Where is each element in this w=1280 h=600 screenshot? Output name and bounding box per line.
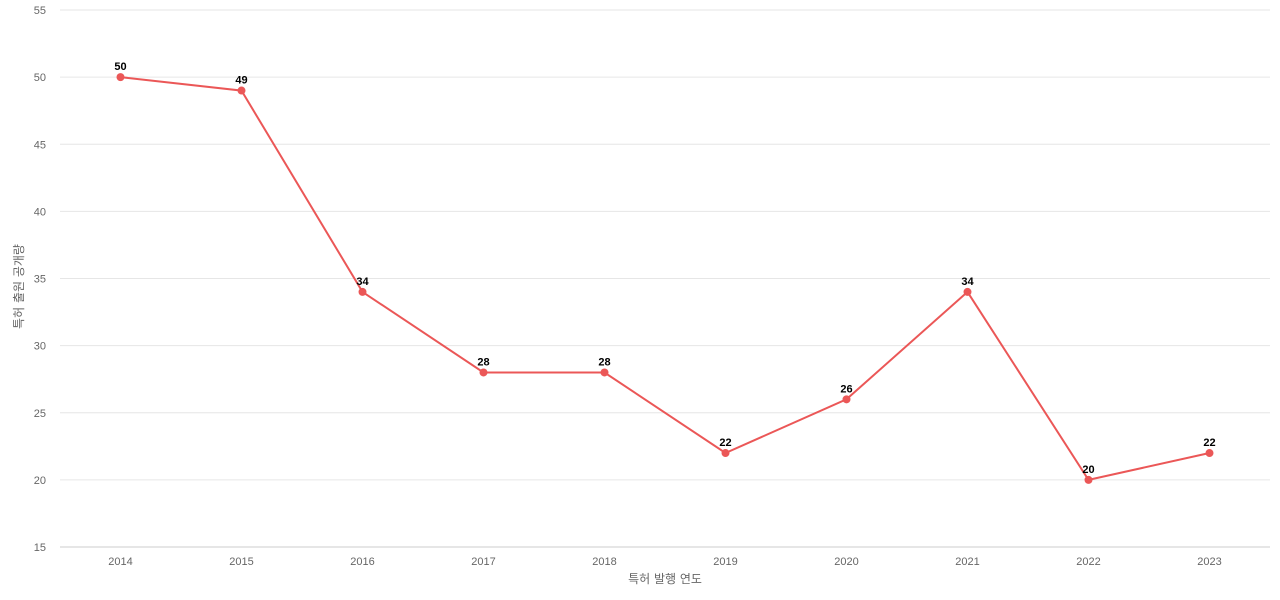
data-point[interactable]: [479, 368, 488, 377]
data-point[interactable]: [237, 86, 246, 95]
x-axis-title: 특허 발행 연도: [628, 571, 702, 586]
series-line: [120, 76, 1210, 482]
data-point[interactable]: [842, 395, 851, 404]
data-points: [116, 73, 1214, 484]
data-label: 20: [1082, 464, 1094, 476]
data-point[interactable]: [1205, 449, 1214, 458]
data-point[interactable]: [600, 368, 609, 377]
y-tick-label: 30: [34, 341, 46, 353]
y-tick-label: 40: [34, 206, 46, 218]
x-tick-label: 2018: [592, 556, 616, 568]
data-point[interactable]: [358, 287, 367, 296]
y-tick-label: 20: [34, 475, 46, 487]
x-tick-label: 2020: [834, 556, 858, 568]
gridlines: [60, 9, 1270, 548]
y-axis-ticks: 15 20 25 30 35 40 45 50 55: [34, 5, 46, 554]
data-label: 34: [961, 276, 974, 288]
x-tick-label: 2019: [713, 556, 737, 568]
x-tick-label: 2017: [471, 556, 495, 568]
x-tick-label: 2021: [955, 556, 979, 568]
data-label: 49: [235, 75, 247, 87]
data-point[interactable]: [721, 449, 730, 458]
y-tick-label: 45: [34, 139, 46, 151]
data-label: 34: [356, 276, 369, 288]
data-label: 22: [719, 437, 731, 449]
y-axis-title: 특허 출원 공개량: [12, 244, 26, 329]
y-tick-label: 55: [34, 5, 46, 17]
x-tick-label: 2014: [108, 556, 132, 568]
data-label: 22: [1203, 437, 1215, 449]
x-tick-label: 2022: [1076, 556, 1100, 568]
y-tick-label: 50: [34, 72, 46, 84]
data-label: 28: [477, 356, 489, 368]
data-point[interactable]: [116, 73, 125, 82]
data-point[interactable]: [963, 287, 972, 296]
y-tick-label: 15: [34, 542, 46, 554]
x-tick-label: 2015: [229, 556, 253, 568]
data-labels: 50 49 34 28 28 22 26 34 20 22: [114, 61, 1215, 476]
data-label: 28: [598, 356, 610, 368]
data-label: 26: [840, 383, 852, 395]
y-tick-label: 35: [34, 274, 46, 286]
y-tick-label: 25: [34, 408, 46, 420]
x-tick-label: 2016: [350, 556, 374, 568]
data-point[interactable]: [1084, 475, 1093, 484]
data-label: 50: [114, 61, 126, 73]
x-axis-ticks: 2014 2015 2016 2017 2018 2019 2020 2021 2022 2023: [108, 556, 1221, 568]
x-tick-label: 2023: [1197, 556, 1221, 568]
